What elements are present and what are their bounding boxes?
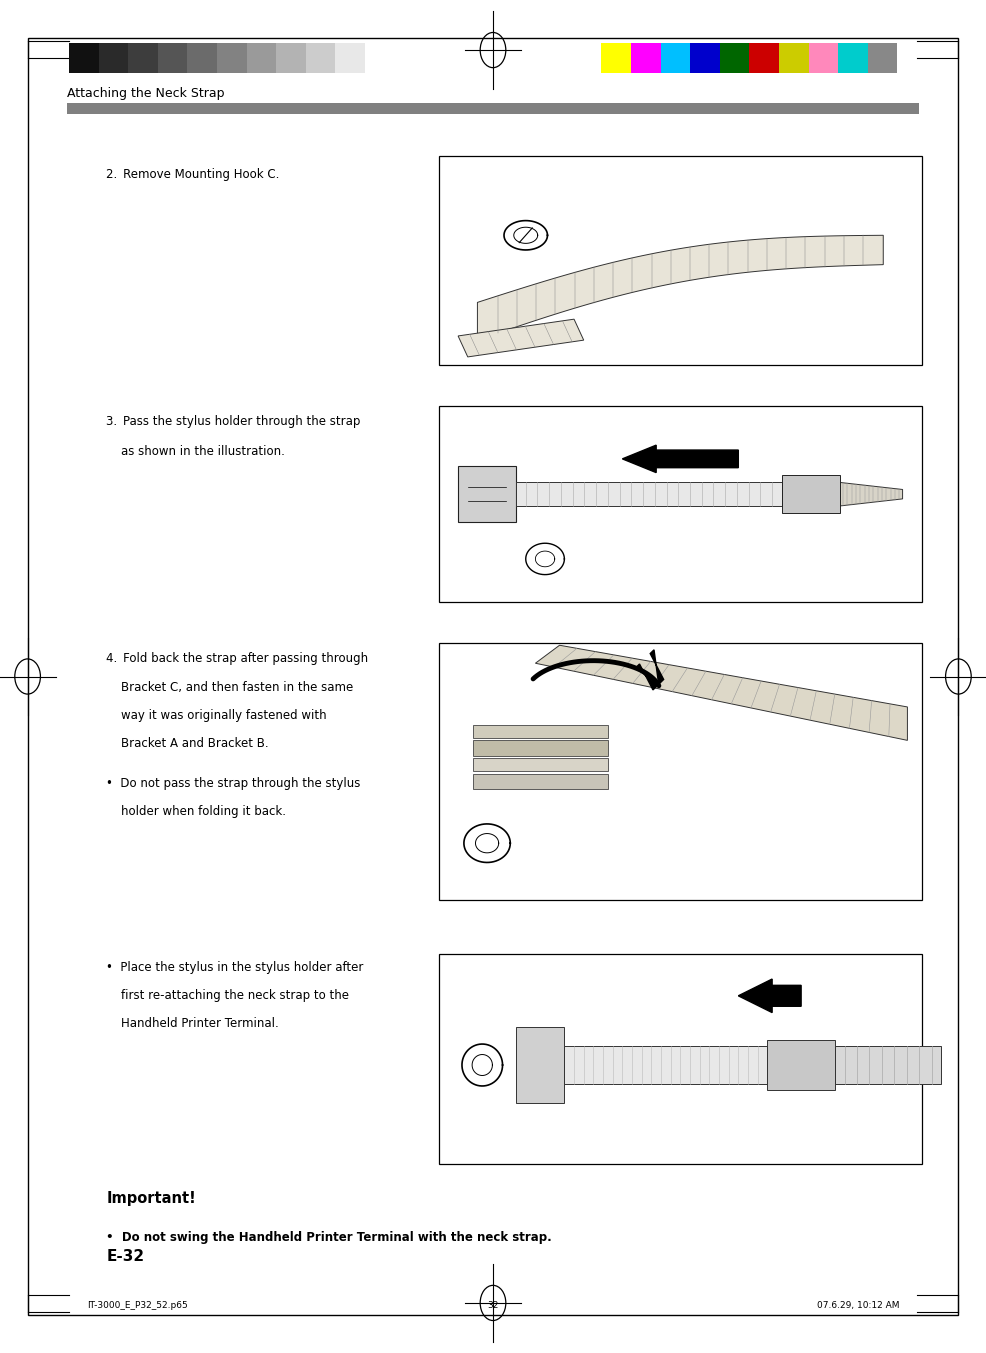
Bar	[472, 774, 607, 789]
Bar	[767, 1040, 835, 1091]
Bar	[782, 475, 840, 513]
FancyArrow shape	[636, 649, 664, 690]
Bar	[439, 954, 922, 1164]
Polygon shape	[477, 235, 883, 340]
Bar	[276, 43, 306, 73]
Bar	[472, 740, 607, 756]
Bar	[439, 406, 922, 602]
Bar	[217, 43, 246, 73]
Polygon shape	[840, 483, 902, 506]
Bar	[720, 43, 749, 73]
Bar	[868, 43, 897, 73]
Text: •  Do not pass the strap through the stylus: • Do not pass the strap through the styl…	[106, 777, 361, 790]
Text: way it was originally fastened with: way it was originally fastened with	[106, 709, 327, 723]
Text: Attaching the Neck Strap: Attaching the Neck Strap	[67, 87, 225, 100]
Bar	[458, 465, 516, 522]
Bar	[779, 43, 809, 73]
Text: 32: 32	[487, 1302, 499, 1310]
Text: •  Do not swing the Handheld Printer Terminal with the neck strap.: • Do not swing the Handheld Printer Term…	[106, 1231, 552, 1245]
Bar	[516, 1027, 564, 1103]
Bar	[749, 43, 779, 73]
Text: IT-3000_E_P32_52.p65: IT-3000_E_P32_52.p65	[87, 1302, 187, 1310]
Bar	[516, 483, 782, 506]
Text: Important!: Important!	[106, 1191, 196, 1206]
Bar	[835, 1046, 942, 1084]
Text: 4. Fold back the strap after passing through: 4. Fold back the strap after passing thr…	[106, 652, 369, 666]
Text: E-32: E-32	[106, 1249, 145, 1264]
Polygon shape	[458, 319, 584, 357]
Bar	[67, 103, 919, 114]
Polygon shape	[535, 645, 907, 740]
Bar	[439, 156, 922, 365]
Bar	[69, 43, 99, 73]
Bar	[809, 43, 838, 73]
Text: Bracket C, and then fasten in the same: Bracket C, and then fasten in the same	[106, 681, 354, 694]
Bar	[472, 758, 607, 771]
Bar	[99, 43, 128, 73]
Bar	[661, 43, 690, 73]
FancyArrow shape	[622, 445, 739, 472]
Text: holder when folding it back.: holder when folding it back.	[106, 805, 287, 819]
Bar	[306, 43, 335, 73]
FancyArrow shape	[739, 980, 801, 1012]
Bar	[335, 43, 365, 73]
Bar	[187, 43, 217, 73]
Text: 3. Pass the stylus holder through the strap: 3. Pass the stylus holder through the st…	[106, 415, 361, 429]
Bar	[246, 43, 276, 73]
Bar	[439, 643, 922, 900]
Text: as shown in the illustration.: as shown in the illustration.	[106, 445, 285, 459]
Bar	[631, 43, 661, 73]
Text: •  Place the stylus in the stylus holder after: • Place the stylus in the stylus holder …	[106, 961, 364, 974]
Text: 2. Remove Mounting Hook C.: 2. Remove Mounting Hook C.	[106, 168, 280, 181]
Bar	[601, 43, 631, 73]
Bar	[472, 725, 607, 737]
Bar	[838, 43, 868, 73]
Bar	[564, 1046, 767, 1084]
Text: first re-attaching the neck strap to the: first re-attaching the neck strap to the	[106, 989, 349, 1003]
Bar	[128, 43, 158, 73]
Text: Bracket A and Bracket B.: Bracket A and Bracket B.	[106, 737, 269, 751]
Bar	[158, 43, 187, 73]
Text: 07.6.29, 10:12 AM: 07.6.29, 10:12 AM	[816, 1302, 899, 1310]
Text: Handheld Printer Terminal.: Handheld Printer Terminal.	[106, 1017, 279, 1031]
Bar	[690, 43, 720, 73]
